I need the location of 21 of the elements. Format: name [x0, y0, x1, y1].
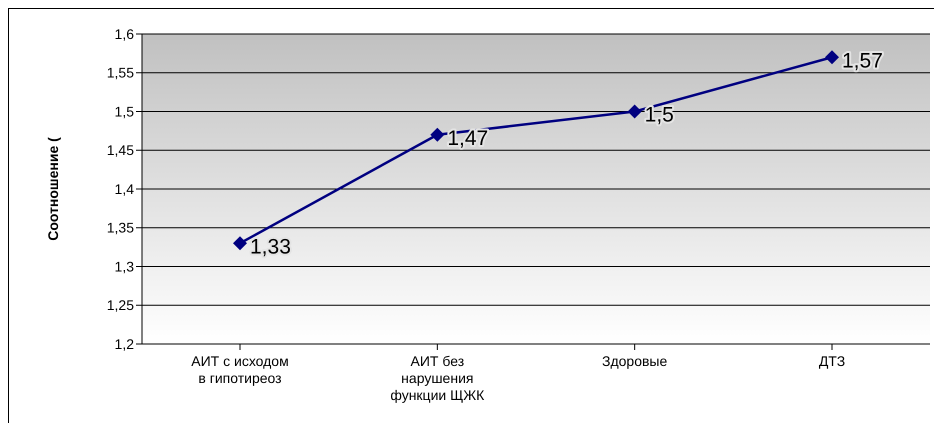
- y-tick-label: 1,45: [106, 142, 134, 158]
- point: [825, 50, 839, 64]
- x-tick-label: АИТ с исходом в гипотиреоз: [191, 353, 289, 386]
- x-tick-label: Здоровые: [602, 353, 668, 369]
- y-tick-label: 1,3: [114, 258, 134, 274]
- point: [233, 236, 247, 250]
- y-tick-label: 1,35: [106, 220, 134, 236]
- y-tick-label: 1,6: [114, 26, 134, 42]
- data-label: 1,57: [842, 49, 883, 72]
- x-tick-label: АИТ без нарушения функции ЩЖК: [390, 353, 486, 403]
- y-axis-title: Соотношение (: [44, 136, 61, 241]
- y-tick-label: 1,25: [106, 297, 134, 314]
- data-label: 1,33: [250, 235, 291, 258]
- y-tick-label: 1,4: [114, 180, 134, 197]
- point: [430, 128, 444, 142]
- y-tick-label: 1,2: [114, 336, 134, 352]
- data-label: 1,47: [447, 126, 488, 150]
- y-tick-label: 1,5: [114, 103, 134, 120]
- x-tick-label: ДТЗ: [818, 353, 846, 369]
- point: [628, 104, 642, 118]
- y-tick-label: 1,55: [106, 64, 134, 81]
